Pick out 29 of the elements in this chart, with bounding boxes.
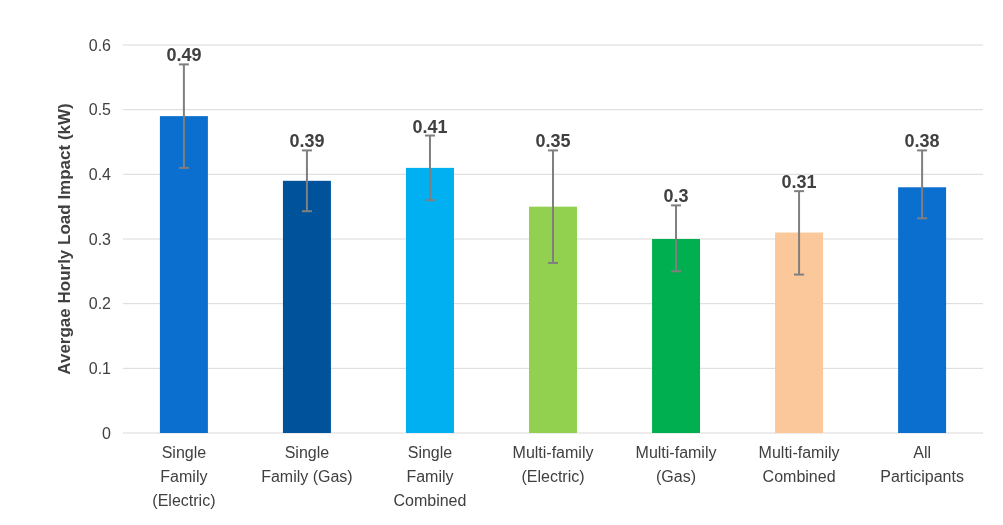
data-label: 0.31 (781, 172, 817, 193)
x-tick-label: Multi-family Combined (758, 444, 840, 485)
bar (775, 232, 824, 433)
data-label: 0.3 (663, 186, 689, 207)
data-label: 0.35 (535, 131, 571, 152)
y-tick-label: 0.3 (88, 230, 112, 248)
bar (405, 167, 454, 433)
y-tick-label: 0.2 (88, 295, 112, 313)
x-tick-label: All Participants (880, 444, 964, 485)
bar (282, 180, 331, 433)
data-label: 0.39 (289, 131, 325, 152)
bar (529, 206, 577, 433)
x-tick-label: Single Family Combined (393, 444, 467, 509)
bar (652, 239, 701, 433)
y-tick-label: 0.1 (88, 359, 112, 377)
y-axis-title: Avergae Hourly Load Impact (kW) (55, 103, 74, 375)
bar (159, 116, 208, 433)
data-label: 0.41 (412, 116, 448, 137)
x-tick-label: Single Family (Gas) (261, 444, 353, 485)
x-tick-label: Multi-family (Electric) (512, 444, 594, 485)
y-tick-label: 0.5 (88, 101, 112, 119)
y-tick-label: 0.6 (88, 36, 112, 54)
y-tick-label: 0.4 (88, 165, 112, 183)
bar (898, 187, 947, 433)
y-tick-label: 0 (102, 424, 112, 442)
x-tick-label: Multi-family (Gas) (635, 444, 717, 485)
data-label: 0.49 (166, 45, 202, 66)
data-label: 0.38 (904, 131, 940, 152)
x-tick-label: Single Family (Electric) (152, 444, 216, 509)
